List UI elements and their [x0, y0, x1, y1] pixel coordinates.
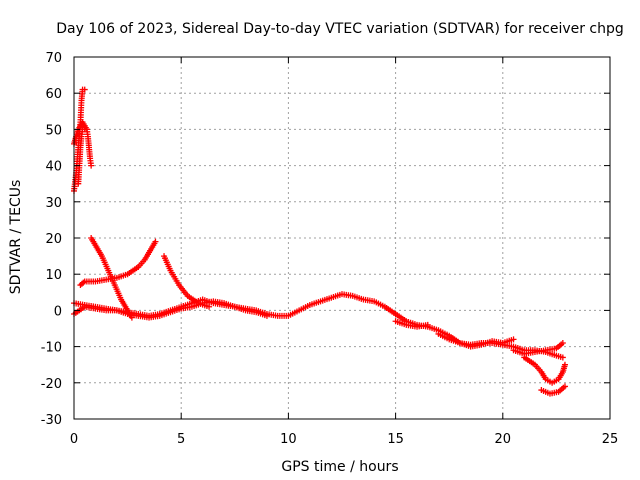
x-tick-label: 15 [387, 432, 404, 447]
data-point [559, 339, 566, 346]
y-tick-label: -30 [41, 413, 62, 428]
y-axis-label: SDTVAR / TECUs [8, 180, 24, 295]
y-axis-ticks: -30 -20 -10 0 10 20 30 40 50 60 70 [41, 51, 610, 428]
y-tick-label: 30 [45, 196, 62, 211]
data-points [71, 86, 568, 397]
data-point [510, 336, 517, 343]
y-tick-label: 40 [45, 160, 62, 175]
chart-title: Day 106 of 2023, Sidereal Day-to-day VTE… [56, 21, 624, 37]
y-tick-label: 50 [45, 123, 62, 138]
grid-lines [74, 57, 610, 419]
y-tick-label: 60 [45, 87, 62, 102]
x-tick-label: 0 [70, 432, 78, 447]
y-tick-label: 10 [45, 268, 62, 283]
y-tick-label: 20 [45, 232, 62, 247]
x-tick-label: 25 [602, 432, 619, 447]
x-axis-label: GPS time / hours [281, 459, 398, 475]
data-point [263, 312, 270, 319]
data-point [81, 86, 88, 93]
x-tick-label: 20 [495, 432, 512, 447]
y-tick-label: 70 [45, 51, 62, 66]
data-point [559, 354, 566, 361]
data-point [424, 321, 431, 328]
data-point [561, 383, 568, 390]
data-point [88, 162, 95, 169]
x-tick-label: 10 [280, 432, 297, 447]
data-point [561, 361, 568, 368]
data-point [152, 238, 159, 245]
y-tick-label: -20 [41, 377, 62, 392]
x-tick-label: 5 [177, 432, 185, 447]
data-point [83, 126, 90, 133]
y-tick-label: -10 [41, 341, 62, 356]
x-axis-ticks: 0 5 10 15 20 25 [70, 57, 618, 447]
y-tick-label: 0 [54, 304, 62, 319]
